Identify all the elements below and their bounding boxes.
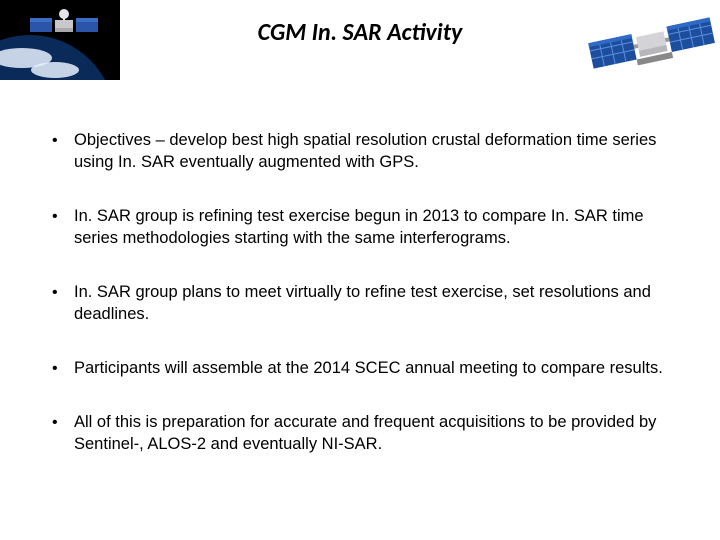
bullet-list: Objectives – develop best high spatial r… (40, 130, 680, 455)
list-item: In. SAR group is refining test exercise … (40, 206, 680, 250)
list-item: Objectives – develop best high spatial r… (40, 130, 680, 174)
slide-header: CGM In. SAR Activity (0, 0, 720, 90)
list-item: In. SAR group plans to meet virtually to… (40, 282, 680, 326)
list-item: Participants will assemble at the 2014 S… (40, 358, 680, 380)
list-item: All of this is preparation for accurate … (40, 412, 680, 456)
slide: CGM In. SAR Activity Objectives – develo… (0, 0, 720, 540)
slide-body: Objectives – develop best high spatial r… (40, 130, 680, 487)
slide-title: CGM In. SAR Activity (0, 18, 720, 47)
